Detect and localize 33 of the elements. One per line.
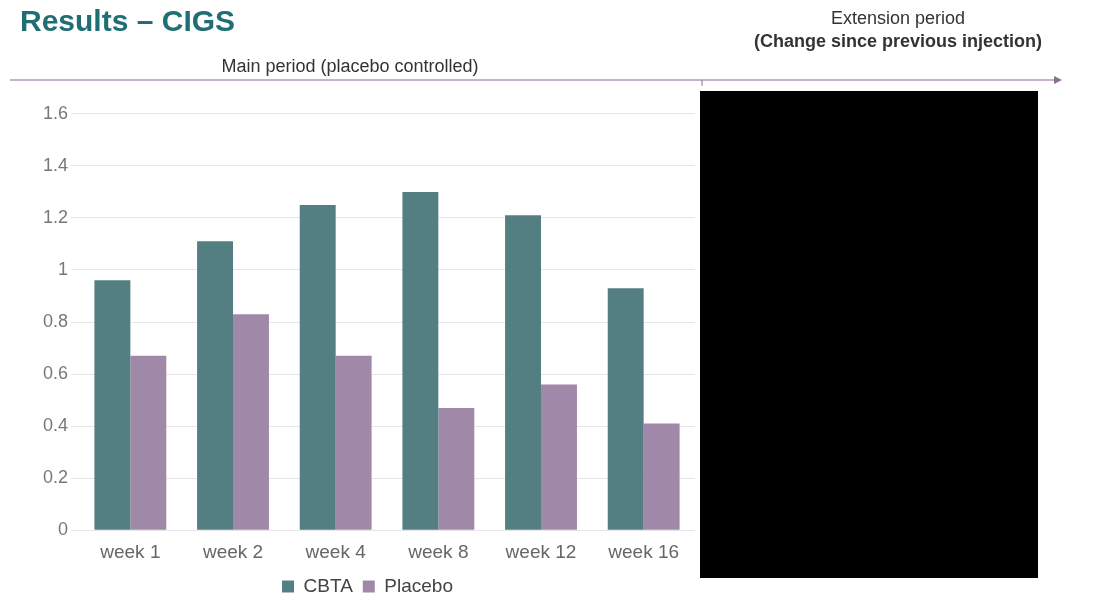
y-tick-label: 0	[58, 519, 69, 540]
bar	[335, 355, 372, 530]
bar	[505, 215, 542, 530]
bar	[130, 355, 167, 530]
legend-label: Placebo	[384, 574, 453, 596]
bar	[607, 288, 644, 530]
bar	[197, 241, 234, 530]
bar	[299, 204, 336, 530]
x-tick-label: week 8	[407, 540, 469, 562]
text: (Change since previous injection)	[752, 31, 1044, 52]
bar	[541, 384, 577, 530]
y-tick-label: 0.8	[42, 310, 69, 331]
y-tick-label: 0.6	[42, 363, 69, 384]
text: Main period (placebo controlled)	[220, 56, 480, 77]
y-tick-label: 0.2	[42, 467, 69, 488]
y-tick-label: 1	[58, 258, 69, 279]
text: Extension period	[829, 8, 967, 29]
x-tick-label: week 16	[607, 540, 680, 562]
y-tick-label: 1.2	[42, 206, 69, 227]
bar	[233, 314, 269, 530]
legend-label: CBTA	[303, 574, 354, 596]
y-tick-label: 0.4	[42, 415, 69, 436]
y-tick-label: 1.6	[42, 102, 69, 123]
bar	[94, 280, 131, 530]
x-tick-label: week 1	[99, 540, 161, 562]
chart-title: Results – CIGS	[20, 4, 236, 38]
x-tick-label: week 12	[504, 540, 577, 562]
bar	[438, 407, 475, 530]
bar	[643, 423, 680, 530]
bar	[402, 191, 439, 530]
x-tick-label: week 2	[201, 540, 264, 562]
x-tick-label: week 4	[304, 540, 367, 562]
y-tick-label: 1.4	[42, 154, 69, 175]
